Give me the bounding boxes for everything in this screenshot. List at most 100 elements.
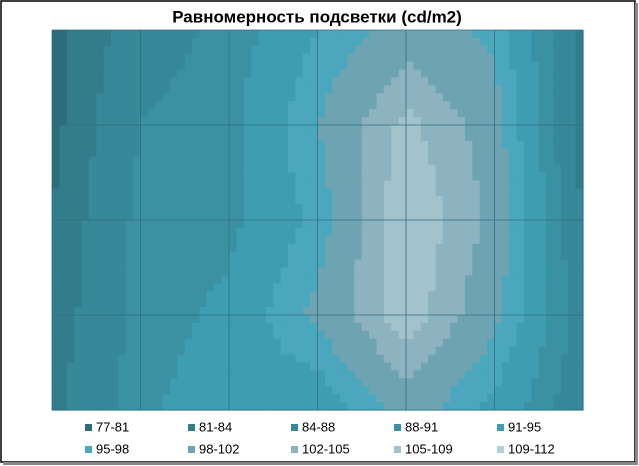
contour-cell [420, 315, 429, 324]
contour-cell [66, 267, 75, 277]
contour-cell [184, 30, 193, 39]
contour-cell [487, 362, 496, 372]
contour-cell [317, 93, 326, 102]
contour-cell [310, 77, 319, 87]
contour-cell [560, 172, 569, 182]
contour-cell [88, 125, 97, 134]
contour-cell [553, 188, 562, 197]
contour-cell [221, 109, 230, 118]
contour-cell [398, 283, 407, 292]
contour-cell [487, 275, 496, 284]
contour-cell [66, 117, 75, 126]
contour-cell [74, 346, 83, 356]
contour-cell [324, 196, 333, 205]
contour-cell [52, 69, 60, 79]
contour-cell [81, 125, 90, 134]
contour-cell [295, 251, 304, 261]
contour-cell [560, 196, 569, 205]
contour-cell [59, 85, 68, 94]
contour-cell [369, 45, 378, 55]
contour-cell [568, 125, 577, 134]
contour-cell [221, 315, 230, 324]
contour-cell [52, 125, 60, 134]
contour-cell [258, 259, 267, 269]
contour-cell [66, 251, 75, 261]
contour-cell [251, 172, 260, 182]
contour-cell [295, 125, 304, 134]
contour-cell [310, 132, 319, 142]
contour-cell [258, 180, 267, 189]
contour-cell [487, 251, 496, 261]
contour-cell [236, 117, 245, 126]
contour-cell [184, 37, 193, 47]
contour-cell [103, 291, 112, 300]
contour-cell [487, 188, 496, 197]
contour-cell [147, 132, 156, 142]
contour-cell [177, 259, 186, 269]
contour-cell [184, 378, 193, 387]
contour-cell [170, 362, 178, 372]
contour-cell [184, 227, 193, 237]
contour-cell [206, 45, 215, 55]
contour-cell [324, 220, 333, 229]
contour-cell [560, 117, 569, 126]
contour-cell [435, 30, 444, 39]
contour-cell [369, 299, 378, 308]
contour-cell [472, 307, 481, 316]
contour-cell [118, 188, 127, 197]
contour-cell [450, 172, 459, 182]
contour-cell [442, 109, 451, 118]
contour-cell [52, 370, 60, 379]
contour-cell [465, 386, 473, 395]
contour-cell [273, 140, 282, 150]
contour-cell [494, 386, 503, 395]
contour-cell [406, 402, 414, 411]
contour-cell [317, 45, 326, 55]
contour-cell [295, 338, 304, 348]
contour-cell [162, 125, 171, 134]
contour-cell [177, 346, 186, 356]
contour-cell [413, 196, 422, 205]
contour-cell [206, 148, 215, 158]
contour-cell [243, 299, 252, 308]
contour-cell [155, 148, 164, 158]
contour-cell [531, 338, 540, 348]
contour-cell [479, 172, 488, 182]
contour-cell [435, 37, 444, 47]
contour-cell [295, 402, 304, 411]
contour-cell [435, 61, 444, 71]
contour-cell [96, 220, 105, 229]
contour-cell [457, 37, 466, 47]
contour-cell [494, 315, 503, 324]
contour-cell [531, 330, 540, 340]
contour-cell [391, 346, 400, 356]
contour-cell [332, 291, 341, 300]
contour-cell [265, 140, 274, 150]
contour-cell [96, 322, 105, 332]
contour-cell [147, 212, 156, 221]
contour-cell [96, 109, 105, 118]
contour-cell [251, 338, 260, 348]
contour-cell [524, 212, 532, 221]
contour-cell [538, 140, 547, 150]
contour-cell [428, 204, 437, 213]
contour-cell [155, 362, 164, 372]
contour-cell [133, 362, 142, 372]
contour-cell [236, 235, 245, 245]
contour-cell [413, 172, 422, 182]
contour-cell [546, 235, 555, 245]
contour-cell [155, 370, 164, 379]
contour-cell [398, 362, 407, 372]
contour-cell [147, 188, 156, 197]
contour-cell [59, 172, 68, 182]
contour-cell [465, 346, 473, 356]
contour-cell [347, 188, 355, 197]
contour-cell [66, 212, 75, 221]
contour-cell [88, 299, 97, 308]
contour-cell [140, 227, 149, 237]
contour-cell [472, 77, 481, 87]
contour-cell [111, 235, 119, 245]
contour-cell [457, 172, 466, 182]
contour-cell [391, 386, 400, 395]
